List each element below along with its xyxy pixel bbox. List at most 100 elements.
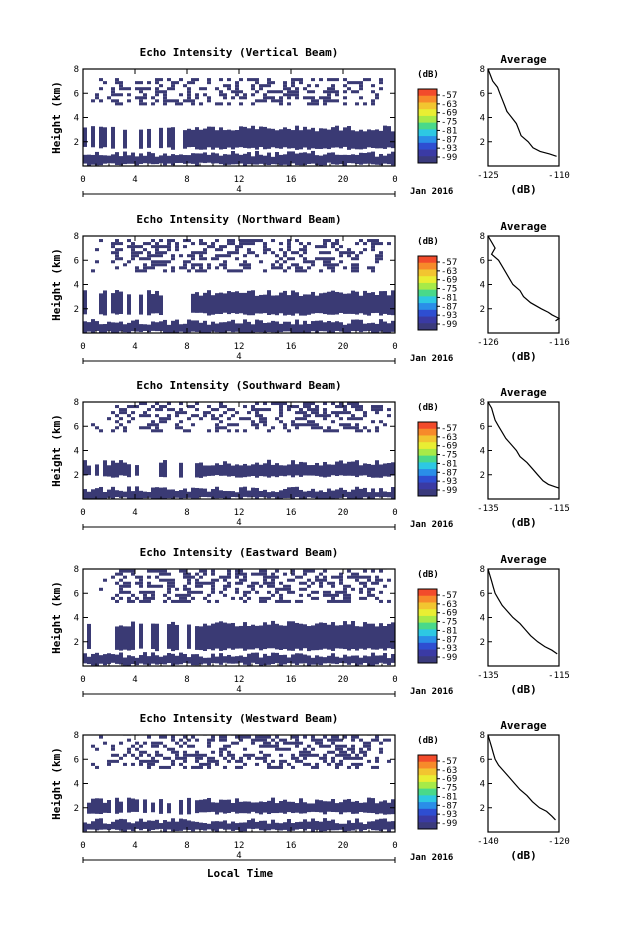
echo-cell <box>307 242 311 246</box>
echo-cell <box>175 245 179 249</box>
echo-cell <box>219 414 223 418</box>
echo-cell <box>167 99 171 103</box>
echo-cell <box>231 150 235 165</box>
echo-cell <box>299 461 303 477</box>
echo-cell <box>115 759 119 763</box>
echo-cell <box>183 263 187 267</box>
echo-cell <box>259 738 263 742</box>
echo-cell <box>171 127 175 150</box>
colorbar-tick-label: -87 <box>441 135 457 145</box>
echo-cell <box>83 290 87 315</box>
echo-cell <box>147 414 151 418</box>
echo-cell <box>307 153 311 164</box>
echo-cell <box>255 802 259 814</box>
echo-cell <box>243 292 247 315</box>
echo-cell <box>295 319 299 333</box>
echo-cell <box>139 762 143 766</box>
echo-cell <box>259 801 263 815</box>
echo-cell <box>87 154 91 166</box>
echo-cell <box>287 818 291 832</box>
echo-cell <box>127 322 131 333</box>
y-tick-label: 6 <box>74 755 79 765</box>
echo-cell <box>379 405 383 409</box>
echo-cell <box>235 423 239 427</box>
date-label: Jan 2016 <box>410 853 453 863</box>
echo-cell <box>391 622 395 649</box>
average-y-tick-label: 2 <box>480 305 485 315</box>
echo-cell <box>175 490 179 498</box>
echo-cell <box>223 411 227 415</box>
colorbar-tick-label: -93 <box>441 311 457 321</box>
echo-cell <box>351 130 355 149</box>
colorbar-segment <box>418 636 437 644</box>
echo-cell <box>363 323 367 332</box>
echo-cell <box>159 823 163 829</box>
echo-cell <box>243 656 247 665</box>
echo-cell <box>351 251 355 255</box>
echo-cell <box>163 405 167 409</box>
echo-cell <box>235 251 239 255</box>
echo-cell <box>303 819 307 831</box>
echo-cell <box>179 402 183 406</box>
echo-cell <box>151 820 155 830</box>
echo-cell <box>155 408 159 412</box>
echo-cell <box>147 753 151 757</box>
echo-cell <box>323 242 327 246</box>
echo-cell <box>379 488 383 498</box>
echo-cell <box>391 320 395 332</box>
echo-cell <box>199 488 203 497</box>
echo-cell <box>99 486 103 499</box>
echo-cell <box>179 799 183 815</box>
echo-cell <box>375 735 379 739</box>
echo-cell <box>355 402 359 406</box>
echo-cell <box>299 408 303 412</box>
echo-cell <box>375 254 379 258</box>
echo-cell <box>339 802 343 815</box>
x-tick-label: 8 <box>184 342 189 352</box>
echo-cell <box>359 417 363 421</box>
echo-cell <box>355 460 359 478</box>
echo-cell <box>259 154 263 164</box>
echo-cell <box>135 405 139 409</box>
echo-cell <box>283 747 287 751</box>
echo-cell <box>123 626 127 650</box>
echo-cell <box>191 765 195 769</box>
echo-cell <box>311 738 315 742</box>
echo-cell <box>203 320 207 333</box>
echo-cell <box>319 293 323 314</box>
echo-cell <box>119 417 123 421</box>
echo-cell <box>347 575 351 579</box>
echo-cell <box>327 762 331 766</box>
echo-cell <box>383 584 387 588</box>
echo-cell <box>295 426 299 430</box>
echo-cell <box>119 102 123 106</box>
average-x-label: (dB) <box>510 516 537 529</box>
average-x-tick-label: -110 <box>548 171 570 181</box>
echo-cell <box>139 87 143 91</box>
x-tick-label: 16 <box>286 675 297 685</box>
echo-cell <box>287 621 291 651</box>
echo-cell <box>227 242 231 246</box>
echo-cell <box>351 744 355 748</box>
echo-cell <box>267 581 271 585</box>
echo-cell <box>239 239 243 243</box>
echo-cell <box>175 599 179 603</box>
echo-cell <box>223 756 227 760</box>
echo-cell <box>359 747 363 751</box>
echo-cell <box>175 414 179 418</box>
echo-cell <box>171 320 175 333</box>
x-tick-label: 16 <box>286 175 297 185</box>
echo-cell <box>347 293 351 314</box>
echo-cell <box>279 96 283 100</box>
colorbar-tick-label: -99 <box>441 153 457 163</box>
echo-cell <box>355 408 359 412</box>
echo-cell <box>235 626 239 649</box>
echo-cell <box>287 248 291 252</box>
echo-cell <box>331 581 335 585</box>
echo-cell <box>163 417 167 421</box>
echo-cell <box>355 102 359 106</box>
echo-cell <box>307 405 311 409</box>
echo-cell <box>263 622 267 650</box>
colorbar-segment <box>418 595 437 603</box>
echo-cell <box>331 490 335 499</box>
